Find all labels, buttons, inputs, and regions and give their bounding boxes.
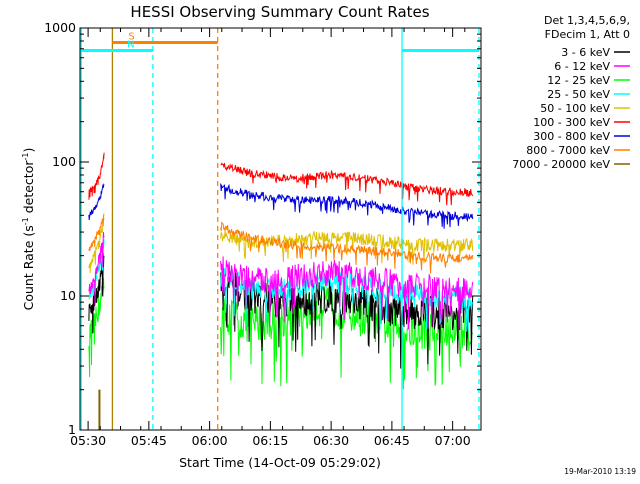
x-tick-label: 07:00 [435,433,471,448]
y-axis-label: Count Rate (s-1 detector-1) [21,148,36,311]
series-line-6-12-kev-pre [88,232,105,306]
legend-label: 12 - 25 keV [547,74,610,87]
series-line-50-100-kev [220,230,474,265]
legend-header-line-2: FDecim 1, Att 0 [545,28,630,41]
x-tick-label: 05:30 [70,433,106,448]
x-tick-label: 06:00 [192,433,228,448]
series-line-300-800-kev [220,183,474,229]
y-label-sup-1: -1 [21,217,30,225]
series-line-12-25-kev-pre [88,277,105,378]
series-line-100-300-kev-pre [88,152,105,200]
series-line-100-300-kev [220,162,474,206]
series-line-3-6-kev-pre [88,252,105,334]
plot-frame [79,27,482,431]
y-label-part-1: Count Rate (s [21,225,36,310]
legend-label: 800 - 7000 keV [526,144,610,157]
legend-label: 6 - 12 keV [554,60,610,73]
legend-label: 3 - 6 keV [561,46,610,59]
series-line-50-100-kev-pre [88,217,105,273]
annotation-label-n: N [127,39,134,50]
footer-timestamp: 19-Mar-2010 13:19 [564,467,636,476]
legend-label: 25 - 50 keV [547,88,610,101]
y-tick-label: 1000 [44,20,76,35]
tick-layer: 05:30 05:45 06:00 06:15 06:30 06:45 07:00 1 10 10… [44,20,481,448]
x-tick-label: 05:45 [131,433,167,448]
series-line-800-7000-kev [220,220,474,274]
legend-label: 50 - 100 keV [540,102,610,115]
y-label-part-2: detector [21,160,36,218]
series-line-800-7000-kev-pre [88,213,105,252]
y-tick-label: 10 [60,288,76,303]
legend-header-line-1: Det 1,3,4,5,6,9, [544,14,630,27]
x-tick-label: 06:15 [252,433,288,448]
y-tick-label: 1 [68,422,76,437]
series-line-300-800-kev-pre [88,183,105,221]
x-axis-label: Start Time (14-Oct-09 05:29:02) [179,455,381,470]
y-tick-label: 100 [52,154,76,169]
y-label-part-3: ) [21,148,36,153]
series-layer [88,152,474,430]
annotation-label-s: S [128,31,134,42]
x-tick-label: 06:45 [374,433,410,448]
legend-label: 100 - 300 keV [533,116,610,129]
legend: Det 1,3,4,5,6,9, FDecim 1, Att 0 3 - 6 k… [512,14,630,171]
x-tick-label: 06:30 [313,433,349,448]
series-line-6-12-kev [220,256,474,330]
chart-title: HESSI Observing Summary Count Rates [130,3,429,21]
series-line-3-6-kev [220,268,474,369]
y-label-sup-2: -1 [21,153,30,161]
marker-layer: SN [80,28,480,430]
legend-label: 300 - 800 keV [533,130,610,143]
legend-label: 7000 - 20000 keV [512,158,610,171]
